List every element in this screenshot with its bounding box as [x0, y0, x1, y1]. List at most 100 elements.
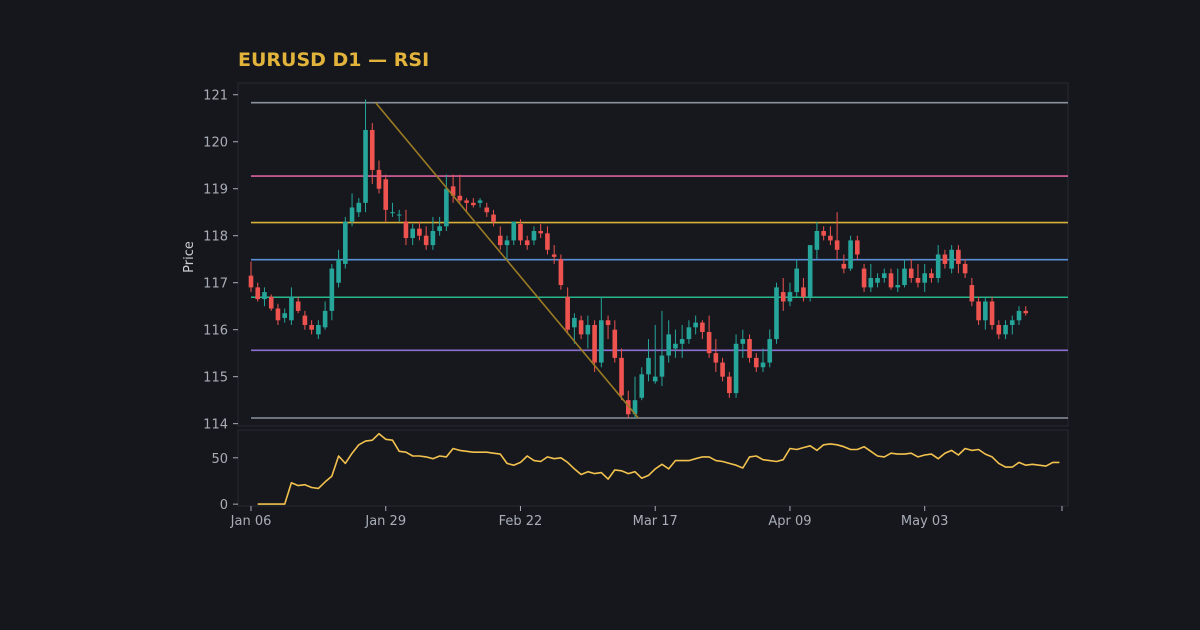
candle-body	[538, 231, 543, 234]
candle-body	[733, 343, 739, 394]
candle-body	[444, 188, 449, 227]
candle-body	[861, 268, 867, 288]
price-axis-label: Price	[182, 241, 197, 273]
candle-body	[666, 334, 671, 356]
trendline	[375, 102, 639, 419]
candle-body	[848, 240, 853, 269]
candle-body	[268, 296, 274, 309]
candle-body	[989, 301, 995, 325]
candle-body	[450, 186, 456, 196]
candle-body	[949, 249, 954, 269]
candle-body	[592, 324, 597, 363]
candle-body	[888, 273, 894, 288]
candle-body	[693, 322, 698, 328]
candle-body	[929, 273, 934, 278]
candle-body	[309, 324, 314, 330]
candle-body	[956, 249, 961, 264]
candle-body	[794, 268, 799, 293]
candle-body	[289, 296, 294, 321]
chart-title: EURUSD D1 — RSI	[238, 49, 429, 71]
candle-body	[437, 226, 442, 232]
candle-body	[1016, 310, 1022, 321]
candle-body	[652, 376, 658, 382]
candle-body	[780, 292, 786, 302]
candle-body	[962, 263, 968, 274]
candle-body	[875, 277, 880, 283]
candle-body	[767, 339, 773, 363]
candle-body	[524, 240, 530, 246]
candle-body	[747, 339, 752, 358]
date-tick-label: Jan 29	[364, 514, 406, 529]
date-tick-label: Feb 22	[499, 514, 543, 529]
candle-body	[282, 313, 287, 318]
candle-body	[700, 322, 705, 333]
price-tick-label: 118	[203, 230, 228, 245]
price-tick-label: 121	[203, 89, 228, 104]
candle-body	[821, 231, 826, 236]
candle-body	[605, 320, 611, 325]
candle-body	[430, 231, 436, 246]
candle-body	[841, 263, 847, 269]
candle-body	[902, 268, 907, 286]
candle-body	[814, 231, 820, 250]
candle-body	[922, 273, 927, 283]
candle-body	[336, 259, 341, 283]
candle-body	[423, 235, 429, 246]
candle-body	[915, 277, 921, 283]
candle-body	[679, 339, 685, 344]
price-levels	[251, 101, 1068, 419]
price-tick-label: 116	[203, 324, 228, 339]
candle-body	[834, 240, 840, 250]
candle-body	[248, 275, 254, 288]
price-tick-label: 117	[203, 277, 228, 292]
candle-body	[881, 273, 887, 278]
candle-body	[639, 374, 645, 398]
candle-body	[511, 221, 517, 241]
trendline-layer	[375, 102, 639, 419]
candle-body	[302, 315, 308, 325]
candle-body	[531, 231, 537, 241]
candle-body	[504, 240, 510, 246]
rsi-line	[257, 432, 1060, 505]
candle-body	[369, 129, 375, 170]
candle-body	[390, 212, 395, 214]
candle-body	[740, 339, 746, 344]
rsi-tick-label: 50	[211, 452, 228, 467]
candle-body	[383, 179, 389, 210]
candle-body	[807, 245, 813, 297]
candle-body	[969, 285, 975, 302]
candle-body	[558, 259, 564, 286]
candle-body	[976, 301, 981, 321]
candle-body	[619, 357, 624, 396]
candle-body	[713, 353, 719, 363]
candle-body	[868, 277, 874, 288]
price-tick-label: 114	[203, 418, 228, 433]
candle-body	[774, 287, 779, 340]
candle-body	[545, 233, 550, 250]
candle-body	[599, 320, 604, 363]
candle-body	[578, 320, 584, 335]
rsi-tick-label: 0	[220, 498, 228, 513]
rsi-panel	[237, 429, 1069, 507]
axes: 114 115 116 117 118 119 120 121 0 50 Jan 06 Jan 29 F…	[203, 89, 1063, 529]
candle-body	[895, 285, 901, 288]
candle-body	[484, 207, 490, 213]
candle-body	[457, 195, 463, 201]
candle-body	[410, 228, 415, 239]
candle-body	[706, 332, 712, 354]
date-tick-label: May 03	[901, 514, 949, 529]
candle-body	[686, 327, 692, 340]
candle-body	[983, 301, 988, 321]
candle-body	[632, 400, 638, 415]
candle-body	[255, 287, 261, 300]
candle-body	[349, 207, 355, 222]
date-tick-label: Apr 09	[768, 514, 811, 529]
candle-body	[275, 308, 281, 321]
price-tick-label: 120	[203, 136, 228, 151]
candle-body	[363, 129, 368, 203]
date-tick-label: Jan 06	[230, 514, 272, 529]
candle-body	[1023, 310, 1029, 314]
candle-body	[316, 324, 321, 335]
candle-body	[356, 202, 362, 213]
candle-body	[551, 254, 557, 257]
